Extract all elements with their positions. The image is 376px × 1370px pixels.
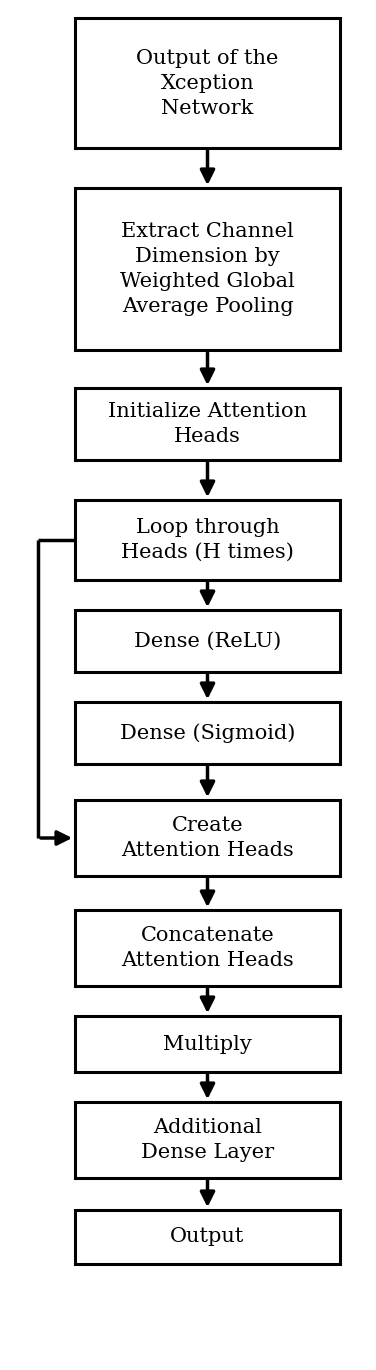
Bar bbox=[75, 1101, 340, 1178]
Text: Output: Output bbox=[170, 1228, 245, 1247]
Text: Concatenate
Attention Heads: Concatenate Attention Heads bbox=[121, 926, 294, 970]
Bar bbox=[75, 18, 340, 148]
Text: Dense (Sigmoid): Dense (Sigmoid) bbox=[120, 723, 295, 743]
Bar bbox=[75, 1017, 340, 1071]
Text: Output of the
Xception
Network: Output of the Xception Network bbox=[136, 48, 279, 118]
Text: Create
Attention Heads: Create Attention Heads bbox=[121, 817, 294, 860]
Bar bbox=[75, 910, 340, 986]
Text: Dense (ReLU): Dense (ReLU) bbox=[134, 632, 281, 651]
Text: Initialize Attention
Heads: Initialize Attention Heads bbox=[108, 401, 307, 447]
Bar bbox=[75, 701, 340, 764]
Bar bbox=[75, 500, 340, 580]
Text: Extract Channel
Dimension by
Weighted Global
Average Pooling: Extract Channel Dimension by Weighted Gl… bbox=[120, 222, 295, 316]
Bar bbox=[75, 388, 340, 460]
Bar bbox=[75, 800, 340, 875]
Text: Multiply: Multiply bbox=[163, 1034, 252, 1054]
Text: Additional
Dense Layer: Additional Dense Layer bbox=[141, 1118, 274, 1162]
Text: Loop through
Heads (H times): Loop through Heads (H times) bbox=[121, 518, 294, 562]
Bar bbox=[75, 188, 340, 349]
Bar bbox=[75, 1210, 340, 1265]
Bar bbox=[75, 610, 340, 673]
